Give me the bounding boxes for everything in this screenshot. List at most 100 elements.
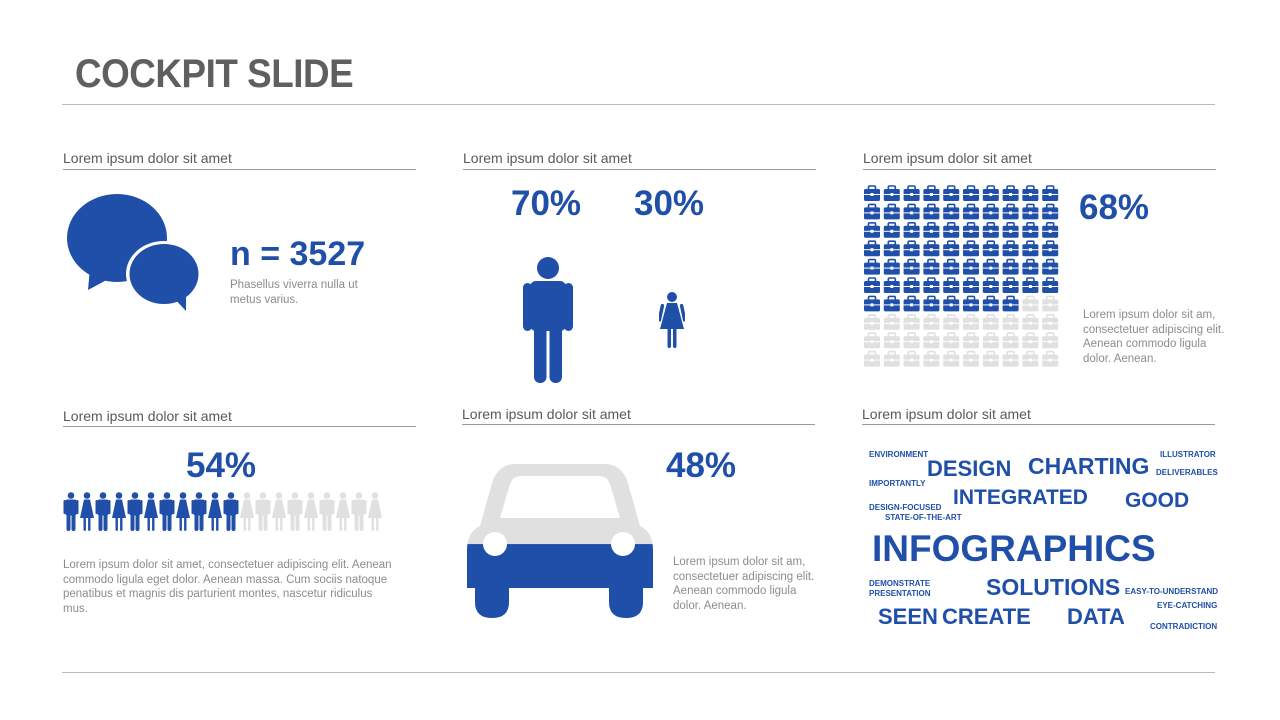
word-design: DESIGN — [927, 456, 1012, 481]
section-6-label: Lorem ipsum dolor sit amet — [862, 406, 1031, 422]
briefcase-icon — [923, 203, 940, 220]
briefcase-icon — [1022, 240, 1039, 257]
briefcase-icon — [1002, 240, 1019, 257]
briefcase-icon — [943, 350, 960, 367]
briefcase-icon — [1042, 221, 1059, 238]
briefcase-icon — [903, 277, 920, 293]
woman-icon — [112, 492, 126, 531]
word-cloud: ENVIRONMENT DESIGN CHARTING ILLUSTRATOR … — [862, 440, 1219, 640]
woman-icon — [304, 492, 318, 531]
woman-icon — [272, 492, 286, 531]
briefcase-icon — [883, 295, 900, 312]
briefcase-icon — [903, 332, 920, 349]
word-state-of-the-art: STATE-OF-THE-ART — [885, 513, 962, 522]
briefcase-icon — [1022, 332, 1039, 349]
section-2-divider — [463, 169, 816, 170]
briefcase-icon — [923, 350, 940, 367]
briefcase-icon — [1022, 277, 1039, 293]
woman-icon — [659, 292, 685, 348]
woman-icon — [80, 492, 94, 531]
briefcase-icon — [883, 277, 900, 293]
briefcase-icon — [1022, 258, 1039, 275]
word-deliverables: DELIVERABLES — [1156, 468, 1218, 477]
briefcase-icon — [963, 221, 979, 238]
briefcase-icon — [883, 258, 900, 275]
briefcase-icon — [923, 332, 940, 349]
word-illustrator: ILLUSTRATOR — [1160, 450, 1216, 459]
respondents-count: n = 3527 — [230, 235, 366, 273]
slide-title: COCKPIT SLIDE — [75, 52, 354, 96]
word-importantly: IMPORTANTLY — [869, 479, 926, 488]
woman-icon — [240, 492, 254, 531]
section-1-label: Lorem ipsum dolor sit amet — [63, 150, 232, 166]
briefcase-icon — [1002, 277, 1019, 293]
briefcase-icon — [1022, 185, 1039, 201]
woman-icon — [144, 492, 158, 531]
briefcase-icon — [864, 295, 880, 312]
briefcase-icon — [943, 258, 960, 275]
briefcase-icon — [1042, 185, 1059, 201]
briefcase-icon — [903, 258, 920, 275]
briefcase-icon — [1042, 277, 1059, 293]
section-3-label: Lorem ipsum dolor sit amet — [863, 150, 1032, 166]
briefcase-icon — [982, 332, 999, 349]
briefcase-icon — [864, 332, 880, 349]
briefcase-icon — [1022, 295, 1039, 312]
woman-icon — [336, 492, 350, 531]
section-4-text: Lorem ipsum dolor sit amet, consectetuer… — [63, 559, 392, 615]
briefcase-icon — [943, 203, 960, 220]
section-3-divider — [863, 169, 1216, 170]
briefcase-icon — [1042, 240, 1059, 257]
word-create: CREATE — [942, 604, 1031, 629]
briefcase-icon — [1002, 203, 1019, 220]
female-percentage: 30% — [634, 184, 705, 223]
briefcase-icon — [903, 350, 920, 367]
briefcase-icon — [883, 314, 900, 330]
word-contradiction: CONTRADICTION — [1150, 622, 1218, 631]
word-integrated: INTEGRATED — [953, 486, 1088, 509]
briefcase-icon — [864, 258, 880, 275]
woman-icon — [176, 492, 190, 531]
word-easy-to-understand: EASY-TO-UNDERSTAND — [1125, 587, 1219, 596]
briefcase-icon — [963, 332, 979, 349]
man-icon — [95, 492, 111, 531]
briefcase-icon — [963, 295, 979, 312]
briefcase-icon — [903, 295, 920, 312]
people-row — [63, 492, 383, 532]
briefcase-icon — [943, 185, 960, 201]
briefcase-icon — [923, 314, 940, 330]
man-icon — [319, 492, 335, 531]
briefcase-icon — [982, 314, 999, 330]
briefcase-icon — [923, 295, 940, 312]
section-3-text: Lorem ipsum dolor sit am, consectetuer a… — [1083, 309, 1225, 365]
briefcase-icon — [903, 314, 920, 330]
briefcase-icon — [883, 240, 900, 257]
section-2-label: Lorem ipsum dolor sit amet — [463, 150, 632, 166]
briefcase-icon — [864, 314, 880, 330]
man-icon — [127, 492, 143, 531]
man-icon — [159, 492, 175, 531]
briefcase-icon — [903, 221, 920, 238]
briefcase-icon — [963, 350, 979, 367]
word-demonstrate: DEMONSTRATE — [869, 579, 931, 588]
word-good: GOOD — [1125, 489, 1190, 512]
car-percentage: 48% — [666, 446, 737, 485]
briefcase-icon — [1002, 221, 1019, 238]
word-data: DATA — [1067, 604, 1125, 629]
briefcase-icon — [1022, 314, 1039, 330]
briefcase-icon — [943, 240, 960, 257]
briefcase-icon — [1042, 332, 1059, 349]
briefcase-icon — [1002, 258, 1019, 275]
briefcase-icon — [963, 314, 979, 330]
briefcase-icon — [883, 203, 900, 220]
briefcase-icon — [1042, 203, 1059, 220]
word-eye-catching: EYE-CATCHING — [1157, 601, 1218, 610]
briefcase-icon — [1042, 295, 1059, 312]
section-4-divider — [63, 426, 416, 427]
section-5-label: Lorem ipsum dolor sit amet — [462, 406, 631, 422]
briefcase-icon — [903, 185, 920, 201]
word-environment: ENVIRONMENT — [869, 450, 929, 459]
word-solutions: SOLUTIONS — [986, 574, 1121, 600]
section-4-label: Lorem ipsum dolor sit amet — [63, 408, 232, 424]
briefcase-icon — [982, 277, 999, 293]
